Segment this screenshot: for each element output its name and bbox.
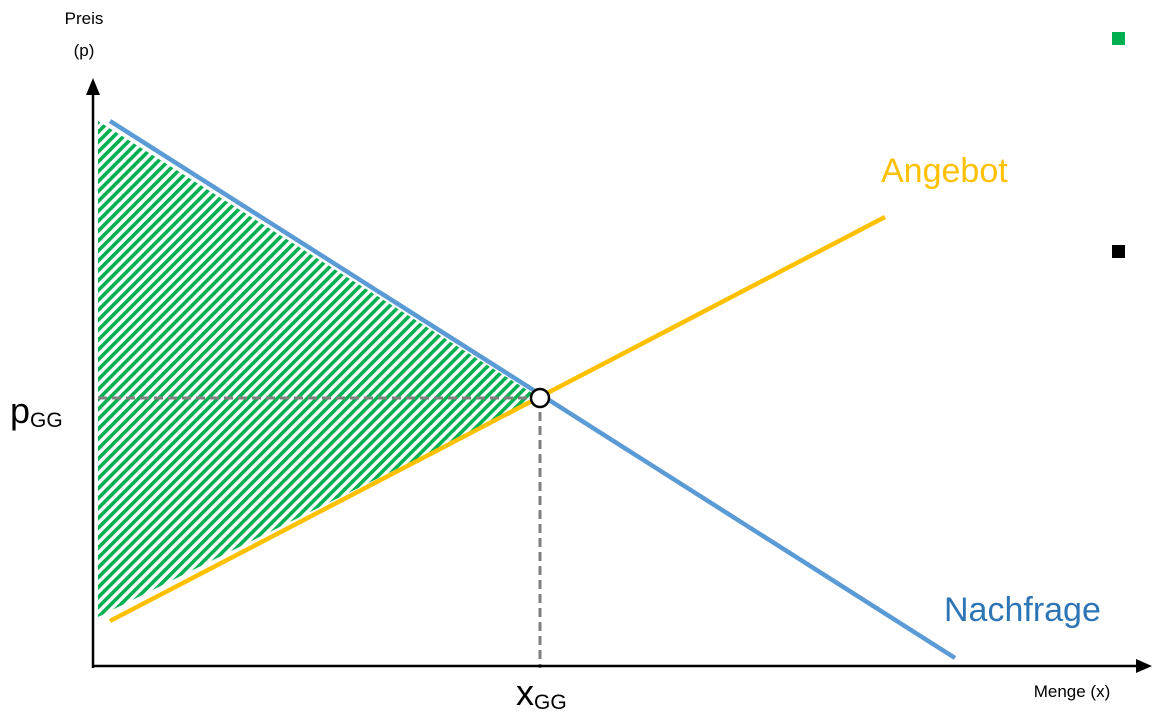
supply-label: Angebot: [881, 152, 1008, 190]
x-axis-label: Menge (x): [1034, 682, 1111, 701]
equilibrium-point: [529, 387, 551, 409]
consumer-surplus-area: [98, 121, 540, 398]
y-axis-label-line2: (p): [74, 41, 95, 60]
demand-label: Nachfrage: [944, 591, 1101, 629]
equilibrium-quantity-subscript: GG: [534, 691, 567, 714]
demand-curve: [108, 119, 957, 660]
legend-marker-green: [1112, 32, 1125, 45]
supply-curve: [108, 215, 887, 623]
y-axis-arrowhead: [86, 78, 100, 95]
y-axis-label-line1: Preis: [65, 9, 104, 28]
equilibrium-quantity-base: x: [516, 672, 534, 713]
equilibrium-price-base: p: [10, 390, 30, 431]
equilibrium-price-label: pGG: [10, 390, 63, 432]
x-axis-arrowhead: [1136, 659, 1152, 673]
legend-marker-black: [1112, 245, 1125, 258]
equilibrium-quantity-label: xGG: [516, 672, 567, 714]
equilibrium-price-subscript: GG: [30, 409, 63, 432]
